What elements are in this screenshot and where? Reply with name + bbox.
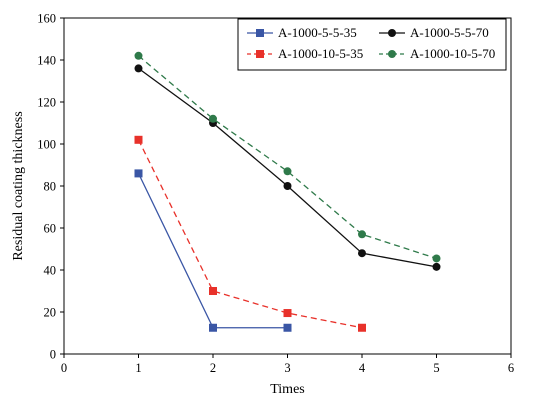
x-tick-label: 4 (359, 361, 366, 375)
data-point (358, 230, 366, 239)
y-tick-label: 140 (37, 54, 56, 68)
legend-label: A-1000-5-5-35 (278, 25, 357, 40)
y-tick-label: 60 (44, 222, 57, 236)
y-tick-label: 0 (50, 348, 56, 362)
data-point (283, 182, 292, 190)
x-tick-label: 0 (61, 361, 67, 375)
legend-entry: A-1000-10-5-70 (379, 46, 495, 61)
y-axis-title: Residual coating thickness (11, 111, 26, 260)
series-layer (134, 51, 441, 332)
data-point (283, 167, 292, 176)
legend-entry: A-1000-5-5-35 (247, 25, 357, 40)
data-point (134, 135, 143, 144)
x-tick-label: 6 (508, 361, 514, 375)
x-tick-label: 3 (284, 361, 290, 375)
data-point (209, 323, 217, 332)
y-tick-label: 120 (37, 96, 56, 110)
y-tick-label: 160 (37, 12, 56, 26)
x-tick-label: 2 (210, 361, 216, 375)
data-point (358, 323, 366, 332)
legend-marker (256, 29, 264, 37)
legend-entry: A-1000-10-5-35 (247, 46, 363, 61)
legend-label: A-1000-5-5-70 (410, 25, 489, 40)
legend-marker (388, 29, 396, 37)
legend-box (237, 18, 507, 71)
legend-entry: A-1000-5-5-70 (379, 25, 489, 40)
y-tick-label: 20 (44, 306, 57, 320)
legend-label: A-1000-10-5-35 (278, 46, 363, 61)
series-2 (134, 135, 366, 332)
data-point (209, 287, 217, 295)
legend-marker (388, 50, 396, 58)
series-line (137, 173, 288, 329)
data-point (432, 254, 441, 263)
series-line (138, 55, 437, 260)
data-point (134, 169, 143, 178)
x-tick-label: 1 (135, 361, 141, 375)
y-tick-label: 40 (44, 264, 57, 278)
data-point (283, 323, 292, 332)
legend: A-1000-5-5-35 A-1000-10-5-35 A-1000-5-5-70… (237, 18, 507, 71)
data-point (134, 64, 143, 73)
series-4 (134, 51, 441, 263)
series-line (137, 139, 363, 329)
y-tick-label: 100 (37, 138, 56, 152)
x-axis-title: Times (270, 382, 305, 397)
series-1 (134, 169, 292, 332)
data-point (134, 51, 143, 60)
x-tick-label: 5 (433, 361, 439, 375)
data-point (432, 262, 441, 271)
data-point (209, 114, 217, 123)
data-point (358, 249, 366, 258)
legend-marker (256, 50, 264, 58)
y-tick-label: 80 (44, 180, 57, 194)
data-point (283, 309, 292, 318)
legend-label: A-1000-10-5-70 (410, 46, 495, 61)
